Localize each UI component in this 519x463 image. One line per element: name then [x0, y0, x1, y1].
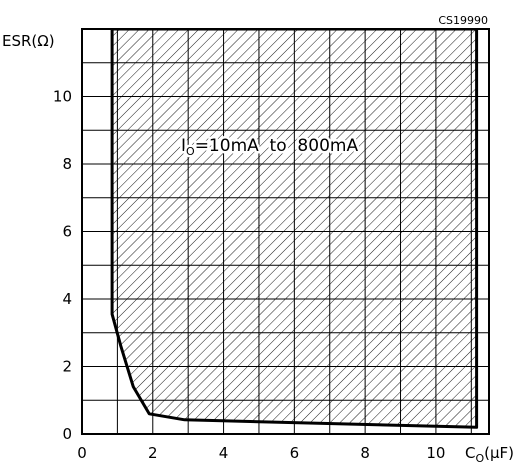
x-axis-label-sub: O [475, 452, 484, 463]
figure-code: CS19990 [438, 14, 488, 27]
x-tick-label: 8 [360, 444, 370, 462]
annotation-sub: O [186, 145, 195, 158]
x-tick-label: 2 [148, 444, 158, 462]
stable-region [110, 29, 479, 429]
x-tick-labels: 0 2 4 6 8 10 [77, 444, 445, 462]
y-tick-labels: 0 2 4 6 8 10 [53, 88, 72, 444]
x-axis-label-unit: (μF) [484, 444, 514, 462]
x-tick-label: 6 [290, 444, 300, 462]
y-tick-label: 10 [53, 88, 72, 106]
y-tick-label: 0 [62, 425, 72, 443]
x-tick-label: 4 [219, 444, 229, 462]
annotation-text: =10mA to 800mA [195, 136, 359, 156]
annotation-base: I [181, 136, 186, 156]
y-tick-label: 4 [62, 290, 72, 308]
x-tick-label: 0 [77, 444, 87, 462]
y-tick-label: 8 [62, 155, 72, 173]
x-tick-label: 10 [426, 444, 445, 462]
plot-frame [81, 28, 490, 435]
y-tick-label: 6 [62, 223, 72, 241]
y-axis-label: ESR(Ω) [2, 32, 55, 50]
x-axis-label: CO(μF) [465, 444, 514, 463]
x-axis-label-base: C [465, 444, 475, 462]
output-current-annotation: IO=10mA to 800mA [181, 136, 358, 158]
y-tick-label: 2 [62, 358, 72, 376]
